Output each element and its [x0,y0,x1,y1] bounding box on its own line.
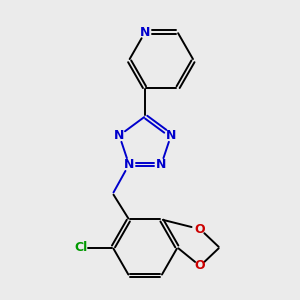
Text: N: N [140,26,150,39]
Text: O: O [195,223,206,236]
Text: O: O [195,260,206,272]
Text: Cl: Cl [74,241,87,254]
Text: N: N [114,129,124,142]
Text: N: N [124,158,134,171]
Text: N: N [166,129,176,142]
Text: N: N [156,158,166,171]
